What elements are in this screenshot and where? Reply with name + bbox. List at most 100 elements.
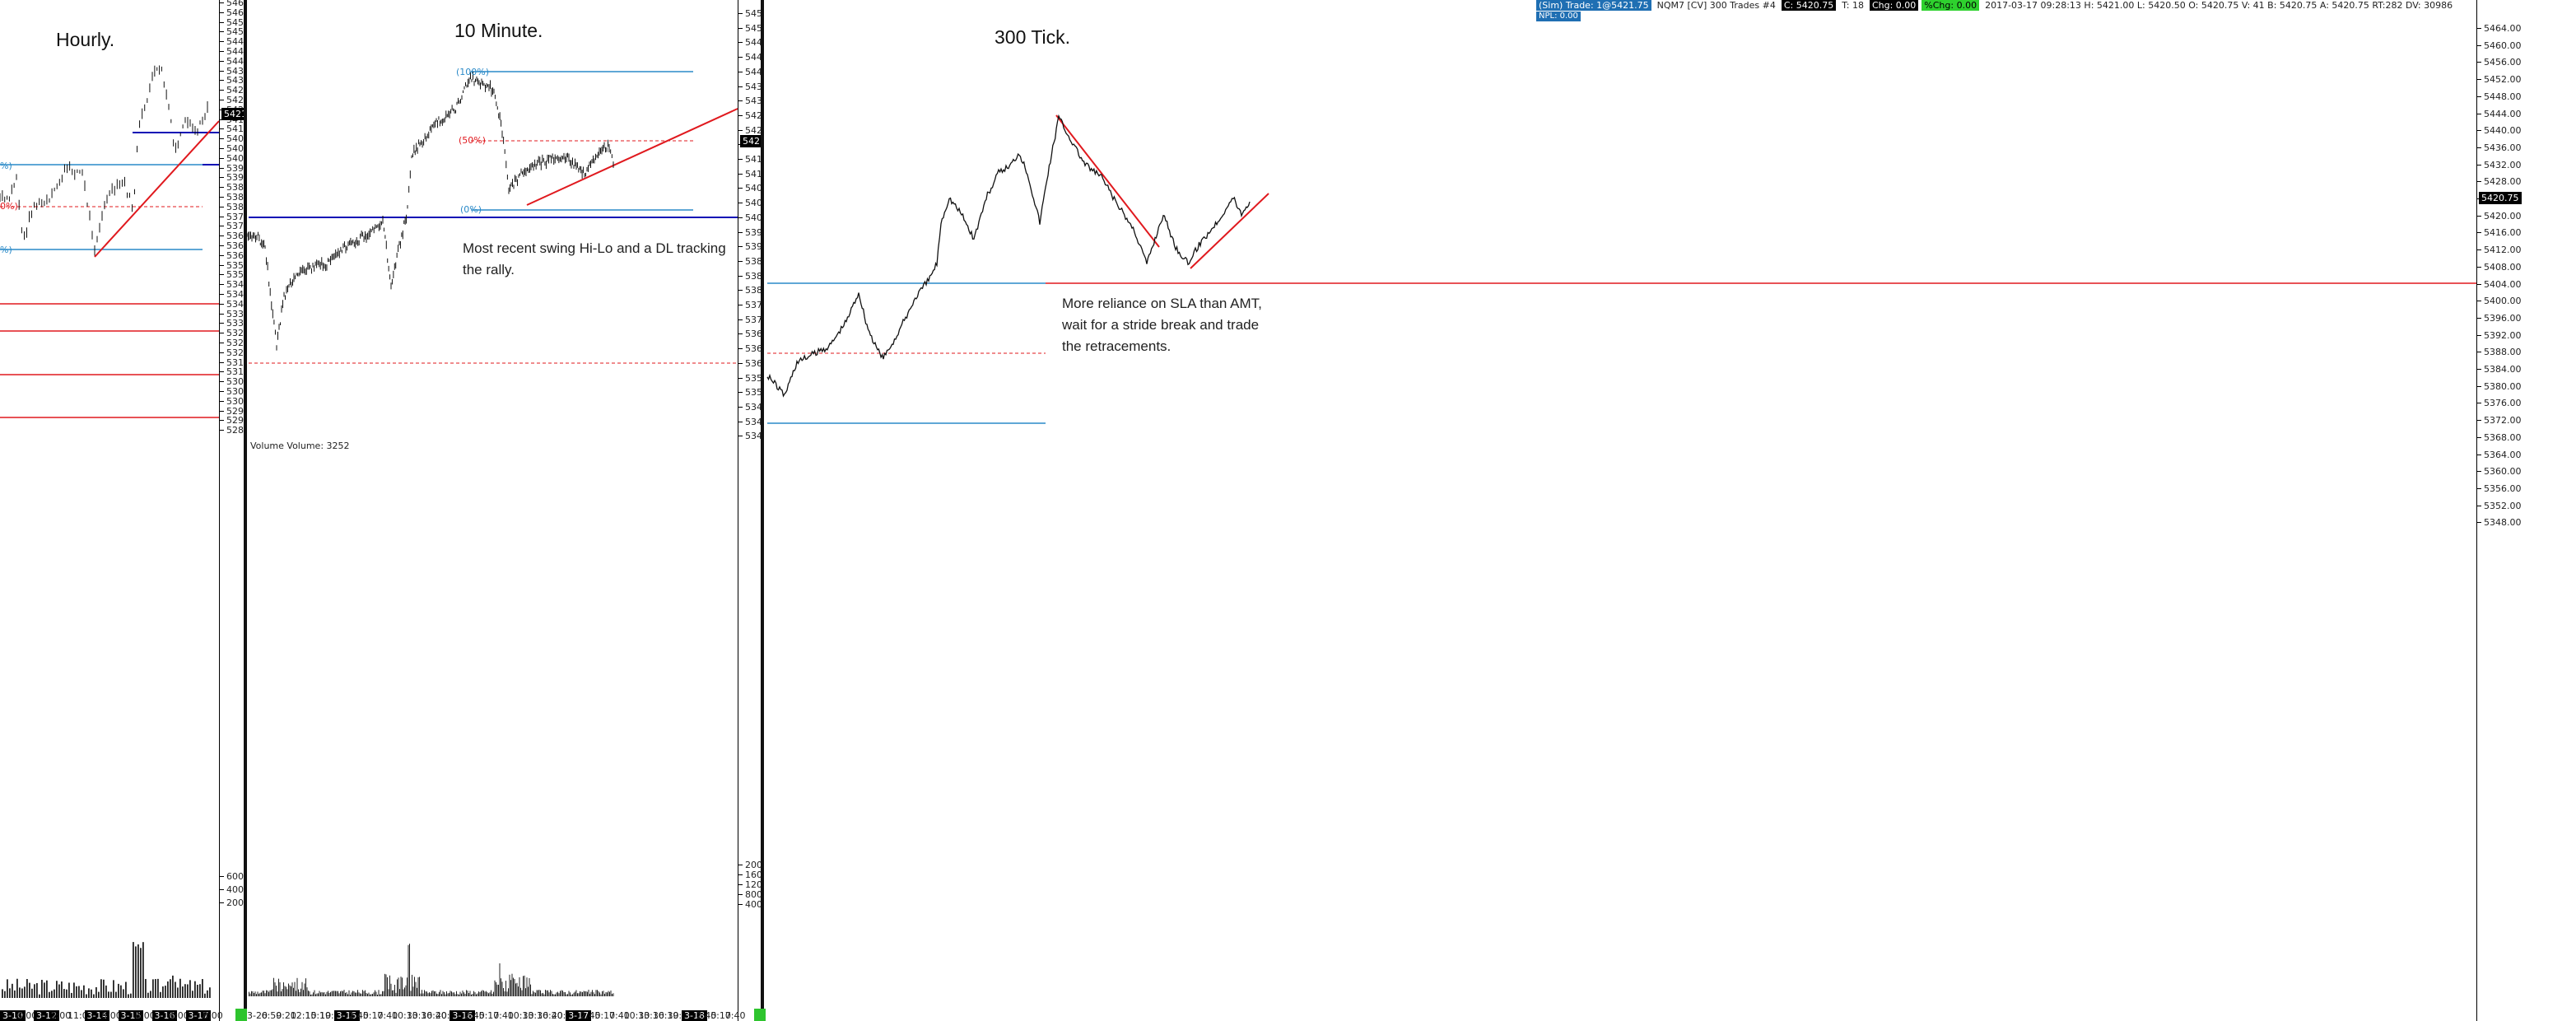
volume-bar bbox=[66, 989, 68, 998]
volume-bar bbox=[400, 977, 402, 996]
volume-bar bbox=[281, 991, 282, 996]
volume-bar bbox=[550, 990, 551, 996]
volume-bar bbox=[100, 979, 102, 998]
volume-bar bbox=[429, 992, 430, 996]
volume-bar bbox=[368, 992, 370, 996]
hourly-fib-label-bottom: %) bbox=[0, 245, 12, 255]
volume-bar bbox=[12, 983, 13, 998]
volume-bar bbox=[375, 991, 377, 996]
volume-bar bbox=[24, 986, 26, 998]
price-tick-label: 5400.00 bbox=[2477, 296, 2522, 307]
volume-bar bbox=[86, 994, 87, 998]
price-tick-label: 5460.00 bbox=[2477, 40, 2522, 51]
volume-bar bbox=[315, 994, 316, 996]
ten-minute-price-axis[interactable]: 5456.00 5452.00 5448.00 5444.00 5440.00 5436.… bbox=[738, 0, 761, 1021]
panel-divider[interactable] bbox=[244, 0, 247, 1021]
volume-bar bbox=[398, 977, 399, 996]
volume-bar bbox=[199, 984, 201, 998]
ten-minute-chart-panel[interactable]: 10 Minute. Most recent swing Hi-Lo and a… bbox=[247, 0, 761, 1021]
panel-divider[interactable] bbox=[761, 0, 764, 1021]
volume-bar bbox=[414, 977, 415, 996]
volume-bar bbox=[466, 990, 467, 996]
volume-bar bbox=[587, 991, 588, 996]
time-axis-label: 8:00 bbox=[169, 1010, 189, 1021]
volume-bar bbox=[424, 990, 425, 996]
trend-line bbox=[526, 108, 738, 206]
time-axis-label: 12:10 bbox=[290, 1010, 317, 1021]
volume-bar bbox=[488, 993, 489, 996]
price-tick-label: 5408.00 bbox=[738, 183, 761, 193]
volume-bar bbox=[446, 991, 447, 996]
time-axis-label: 13:30 bbox=[406, 1010, 433, 1021]
volume-bar bbox=[578, 993, 580, 996]
volume-bar bbox=[360, 993, 361, 996]
volume-bar bbox=[98, 991, 100, 998]
price-tick-label: 5384.00 bbox=[2477, 364, 2522, 375]
volume-bar bbox=[352, 991, 353, 996]
volume-bar bbox=[367, 993, 368, 996]
time-axis-label: 7:40 bbox=[493, 1010, 514, 1021]
volume-bar bbox=[487, 992, 488, 996]
volume-bar bbox=[311, 994, 313, 996]
volume-bar bbox=[21, 988, 23, 998]
price-tick-label: 5456.00 bbox=[2477, 57, 2522, 68]
volume-bar bbox=[444, 992, 445, 996]
volume-bar bbox=[78, 986, 80, 998]
volume-bar bbox=[565, 992, 566, 996]
volume-bar bbox=[274, 982, 276, 996]
volume-bar bbox=[494, 980, 496, 996]
time-axis-label: 3-10 bbox=[0, 1010, 26, 1021]
volume-bar bbox=[609, 991, 610, 996]
volume-bar bbox=[478, 991, 479, 996]
tick-chart-panel[interactable]: 300 Tick. More reliance on SLA than AMT,… bbox=[764, 0, 2576, 1021]
volume-bar bbox=[330, 991, 331, 996]
volume-bar bbox=[355, 992, 356, 996]
volume-bar bbox=[553, 994, 555, 996]
volume-bar bbox=[562, 991, 563, 996]
volume-bar bbox=[572, 994, 573, 996]
volume-bar bbox=[573, 992, 575, 996]
volume-bar bbox=[394, 985, 395, 996]
volume-bar bbox=[142, 942, 144, 998]
up-trend-line bbox=[1190, 193, 1269, 269]
time-axis-label: 10:30 bbox=[623, 1010, 650, 1021]
price-tick-label: 5400.00 bbox=[738, 212, 761, 223]
volume-bar bbox=[493, 991, 494, 996]
volume-bar bbox=[479, 992, 481, 996]
volume-bar bbox=[536, 990, 538, 996]
volume-bar bbox=[402, 977, 403, 996]
volume-bar bbox=[303, 990, 304, 996]
volume-bar bbox=[115, 991, 117, 998]
volume-bar bbox=[165, 986, 166, 998]
volume-bar bbox=[71, 992, 72, 998]
volume-bar bbox=[440, 990, 441, 996]
volume-bar bbox=[286, 989, 288, 996]
volume-bar bbox=[298, 989, 299, 996]
volume-bar bbox=[54, 989, 55, 998]
volume-bar bbox=[538, 990, 540, 996]
volume-bar bbox=[14, 990, 16, 998]
time-axis-label: 3-14 bbox=[84, 1010, 110, 1021]
volume-bar bbox=[377, 994, 378, 996]
hourly-chart-canvas[interactable] bbox=[0, 0, 445, 1021]
tick-chart-canvas[interactable] bbox=[764, 0, 2576, 1021]
volume-bar bbox=[595, 990, 597, 996]
volume-bar bbox=[321, 991, 323, 996]
volume-bar bbox=[256, 994, 257, 996]
volume-bar bbox=[555, 994, 556, 996]
chart-info-bar: (Sim) Trade: 1@5421.75 NQM7 [CV] 300 Trad… bbox=[1536, 0, 2458, 12]
last-price-marker: 5420.75 bbox=[2479, 192, 2522, 204]
tick-price-axis[interactable]: 5464.00 5460.00 5456.00 5452.00 5448.00 5444.… bbox=[2476, 0, 2576, 1021]
volume-bar bbox=[128, 994, 129, 998]
volume-bar bbox=[605, 992, 607, 996]
volume-bar bbox=[157, 978, 159, 998]
volume-bar bbox=[363, 991, 365, 996]
ten-minute-chart-canvas[interactable] bbox=[247, 0, 761, 1021]
volume-bar bbox=[567, 994, 568, 996]
time-axis-label: 7:40 bbox=[377, 1010, 398, 1021]
volume-bar bbox=[358, 992, 360, 996]
volume-bar bbox=[370, 994, 372, 996]
volume-bar bbox=[489, 992, 491, 996]
volume-bar bbox=[437, 994, 439, 996]
volume-bar bbox=[600, 994, 602, 996]
